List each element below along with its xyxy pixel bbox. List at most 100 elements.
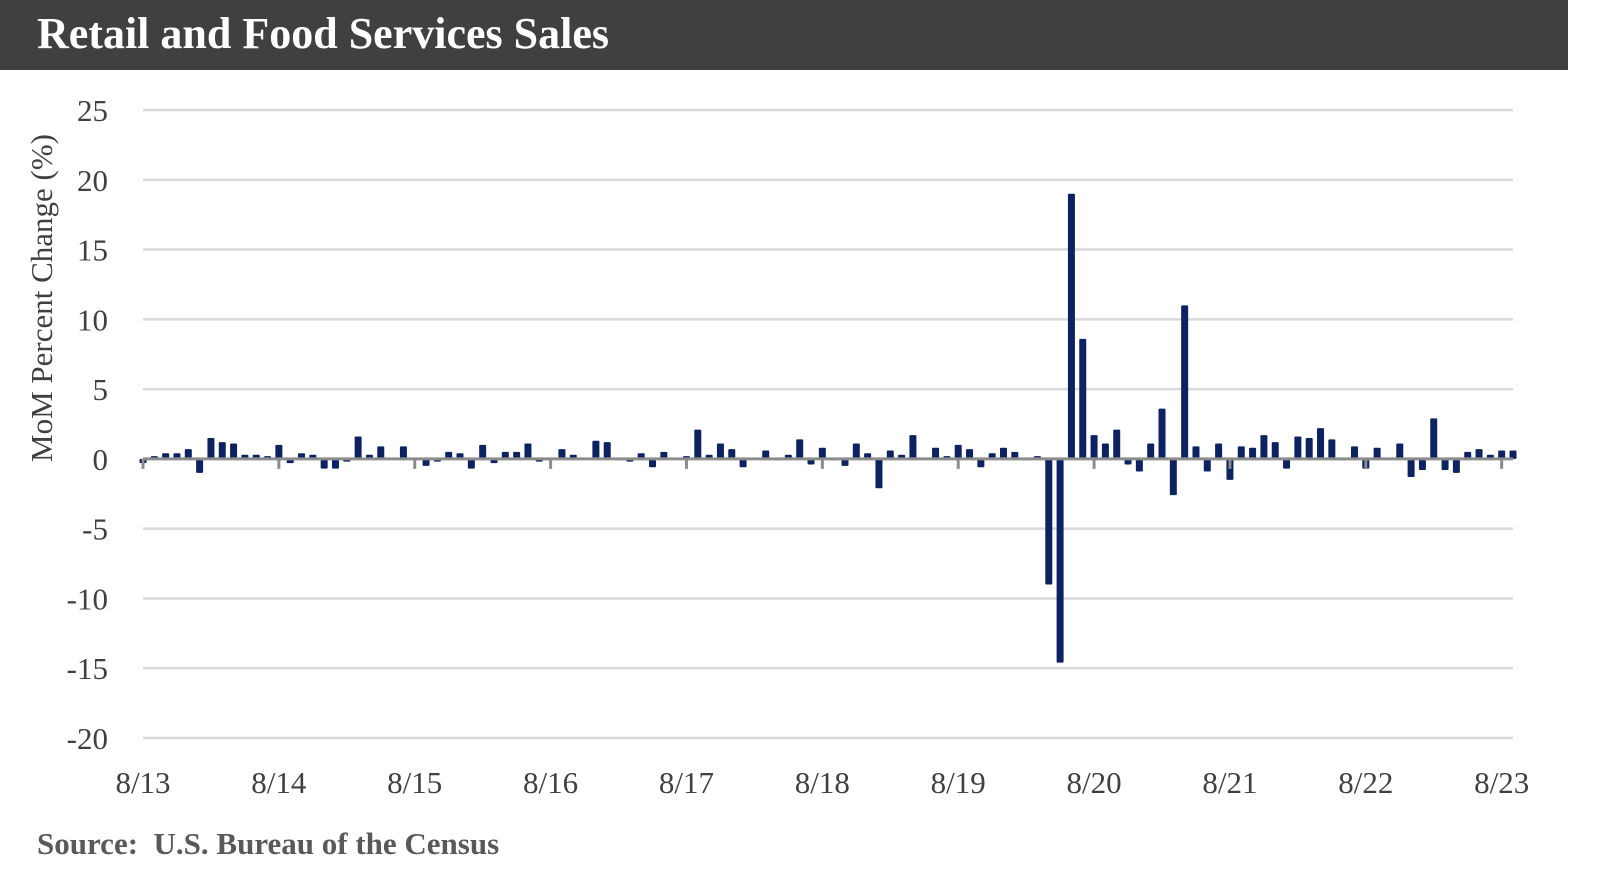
y-tick-label: -10: [67, 581, 108, 616]
bar-1/23: [1418, 458, 1426, 471]
bar-10/19: [977, 458, 985, 468]
bar-8/23: [1498, 450, 1506, 459]
bar-9/22: [1373, 447, 1381, 459]
bar-12/19: [999, 447, 1007, 459]
y-axis-label: MoM Percent Change (%): [24, 134, 59, 462]
bar-8/21: [1226, 458, 1234, 480]
bar-12/22: [1407, 458, 1415, 478]
bar-2/23: [1430, 418, 1438, 459]
x-tick-label: 8/23: [1474, 765, 1529, 800]
y-tick-label: 5: [93, 372, 109, 407]
bar-12/13: [184, 449, 192, 459]
bar-12/17: [728, 449, 736, 459]
bar-6/18: [796, 439, 804, 459]
bar-2/21: [1158, 408, 1166, 459]
bar-6/20: [1067, 193, 1075, 459]
x-tick-label: 8/15: [387, 765, 442, 800]
x-tick-label: 8/20: [1067, 765, 1122, 800]
y-tick-label: 25: [77, 93, 108, 128]
bar-9/15: [422, 458, 430, 466]
bar-1/15: [331, 458, 339, 469]
bar-4/20: [1045, 458, 1053, 585]
x-tick-label: 8/16: [523, 765, 578, 800]
bar-3/23: [1441, 458, 1449, 471]
bar-12/20: [1135, 458, 1143, 472]
bar-9/17: [694, 429, 702, 459]
y-tick-label: 20: [77, 163, 108, 198]
bar-5/22: [1328, 439, 1336, 459]
bar-6/23: [1475, 449, 1483, 459]
bar-undefined: [1509, 450, 1517, 459]
bar-7/15: [399, 446, 407, 459]
bar-4/22: [1317, 428, 1325, 459]
bar-8/18: [818, 447, 826, 459]
bar-3/15: [354, 436, 362, 459]
bar-1/22: [1283, 458, 1291, 469]
bar-3/18: [762, 450, 770, 459]
bar-8/20: [1090, 435, 1098, 459]
bar-7/22: [1350, 446, 1358, 459]
chart-title: Retail and Food Services Sales: [37, 9, 609, 58]
bar-10/20: [1113, 429, 1121, 459]
bar-9/20: [1101, 443, 1109, 459]
bar-5/20: [1056, 458, 1064, 663]
bar-5/16: [513, 451, 521, 459]
bar-9/19: [966, 449, 974, 459]
bar-4/21: [1181, 305, 1189, 459]
bar-11/21: [1260, 435, 1268, 459]
bar-3/21: [1169, 458, 1177, 496]
x-tick-label: 8/14: [251, 765, 307, 800]
bar-6/19: [932, 447, 940, 459]
bar-1/18: [739, 458, 747, 468]
bar-7/20: [1079, 338, 1087, 459]
y-tick-label: -15: [67, 651, 108, 686]
bar-11/22: [1396, 443, 1404, 459]
x-tick-label: 8/18: [795, 765, 850, 800]
bar-11/15: [445, 451, 453, 459]
bar-9/16: [558, 449, 566, 459]
bar-4/23: [1452, 458, 1460, 473]
x-tick-label: 8/19: [931, 765, 986, 800]
x-tick-label: 8/13: [115, 765, 170, 800]
source-note: Source: U.S. Bureau of the Census: [37, 826, 500, 861]
bar-3/22: [1305, 437, 1313, 459]
bar-1/16: [467, 458, 475, 469]
bar-9/21: [1237, 446, 1245, 459]
bar-4/19: [909, 435, 917, 459]
bar-7/21: [1215, 443, 1223, 459]
x-tick-label: 8/22: [1338, 765, 1393, 800]
bar-2/14: [207, 437, 215, 459]
bar-2/19: [886, 450, 894, 459]
bar-5/21: [1192, 446, 1200, 459]
bar-4/16: [501, 451, 509, 459]
y-tick-label: 15: [77, 233, 108, 268]
title-bar: Retail and Food Services Sales: [0, 0, 1568, 70]
bar-1/19: [875, 458, 883, 489]
bar-5/15: [377, 446, 385, 459]
bar-6/17: [660, 451, 668, 459]
bar-2/16: [479, 444, 487, 459]
bar-8/19: [954, 444, 962, 459]
y-tick-label: 0: [93, 442, 109, 477]
y-tick-label: -20: [67, 721, 108, 756]
bar-12/14: [320, 458, 328, 469]
bar-1/21: [1147, 443, 1155, 459]
bar-3/14: [218, 442, 226, 459]
x-tick-label: 8/17: [659, 765, 714, 800]
y-tick-label: -5: [82, 512, 108, 547]
bar-10/18: [841, 458, 849, 466]
bar-2/22: [1294, 436, 1302, 459]
bar-11/17: [716, 443, 724, 459]
bar-12/21: [1271, 442, 1279, 459]
bar-1/14: [196, 458, 204, 473]
bar-10/21: [1249, 447, 1257, 459]
bar-1/17: [603, 442, 611, 459]
bar-6/21: [1203, 458, 1211, 472]
bar-5/17: [649, 458, 657, 468]
bar-6/16: [524, 443, 532, 459]
bar-11/18: [852, 443, 860, 459]
y-tick-label: 10: [77, 302, 108, 337]
bar-4/14: [230, 443, 238, 459]
x-tick-label: 8/21: [1202, 765, 1257, 800]
